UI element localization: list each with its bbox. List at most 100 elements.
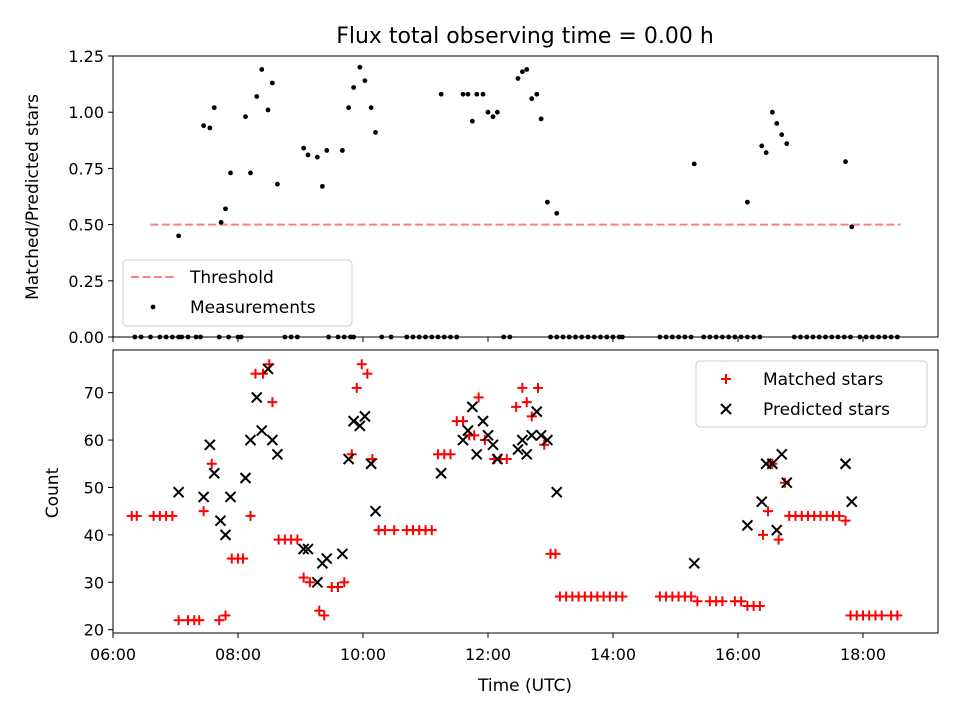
predicted-star-point-b — [482, 429, 494, 442]
matched-star-point — [238, 553, 248, 564]
predicted-star-point-b — [526, 429, 538, 442]
predicted-star-point — [491, 453, 504, 465]
bottom-axes-frame — [112, 349, 939, 634]
predicted-star-point-b — [239, 472, 252, 484]
predicted-star-point-b — [477, 415, 489, 427]
legend-predicted-label: Predicted stars — [763, 400, 890, 420]
matched-star-point — [351, 382, 362, 393]
predicted-star-point-b — [297, 543, 310, 555]
matched-star-point — [511, 401, 522, 412]
predicted-star-point — [781, 477, 793, 489]
matched-star-point — [319, 610, 330, 621]
predicted-star-point — [239, 472, 252, 484]
measurement-point — [774, 121, 780, 126]
measurement-point — [744, 199, 750, 205]
matched-star-point — [173, 615, 184, 626]
top-y-tick-label: 1.25 — [68, 47, 104, 66]
predicted-star-point-b — [214, 514, 227, 527]
predicted-star-point — [208, 467, 220, 479]
top-y-tick-label: 0.00 — [68, 328, 104, 347]
predicted-star-point-b — [541, 434, 554, 446]
measurement-point — [357, 64, 363, 70]
matched-star-point — [356, 359, 367, 370]
predicted-star-point-b — [531, 405, 543, 418]
matched-star-point — [692, 596, 703, 607]
predicted-star-point-b — [321, 552, 333, 565]
matched-star-point — [206, 458, 217, 469]
matched-star-point — [686, 591, 697, 602]
measurement-point — [248, 170, 253, 176]
matched-star-point — [617, 591, 628, 602]
predicted-star-point — [244, 434, 257, 446]
predicted-star-point — [531, 405, 543, 418]
predicted-star-point-b — [224, 491, 237, 503]
measurement-point — [465, 91, 471, 97]
predicted-star-point — [435, 467, 447, 479]
predicted-star-point-b — [256, 424, 268, 437]
bottom-y-tick-label: 30 — [84, 573, 104, 592]
bottom-x-tick-label: 06:00 — [90, 645, 136, 664]
predicted-star-point-b — [512, 443, 524, 456]
predicted-star-point-b — [435, 467, 447, 479]
predicted-star-point — [311, 576, 324, 588]
top-y-tick-label: 0.75 — [68, 159, 104, 178]
predicted-star-point-b — [487, 439, 499, 451]
matched-star-point — [245, 510, 256, 521]
predicted-star-point — [487, 439, 499, 451]
matched-star-point — [214, 615, 225, 626]
legend-matched-label: Matched stars — [763, 370, 883, 390]
predicted-star-point — [365, 458, 377, 470]
predicted-star-point — [204, 439, 216, 451]
top-y-tick-label: 0.50 — [68, 216, 104, 235]
predicted-star-point — [512, 443, 524, 456]
predicted-star-point-b — [551, 486, 563, 498]
predicted-star-point-b — [462, 424, 474, 437]
matched-star-point — [736, 596, 747, 607]
predicted-star-point-b — [251, 391, 263, 404]
measurement-point — [301, 145, 307, 151]
measurement-point — [480, 91, 486, 97]
bottom-legend: Matched stars Predicted stars — [695, 360, 928, 428]
predicted-star-point-b — [535, 429, 547, 442]
bottom-y-tick-label: 60 — [84, 431, 104, 450]
measurement-point — [223, 206, 228, 212]
predicted-star-point-b — [311, 576, 324, 588]
measurement-point — [763, 150, 769, 156]
bottom-y-tick-label: 20 — [84, 621, 104, 640]
bottom-panel: 20 30 40 50 60 70 06:00 08:00 10:00 12:00 14:00 16:… — [43, 349, 939, 696]
legend-predicted-swatch — [720, 403, 732, 415]
predicted-star-point — [197, 491, 210, 503]
predicted-star-point — [688, 557, 700, 570]
matched-star-point — [521, 397, 532, 408]
predicted-star-point-b — [466, 401, 479, 413]
bottom-y-tick-label: 70 — [84, 384, 104, 403]
predicted-star-point — [297, 543, 310, 555]
measurement-point — [460, 91, 466, 97]
predicted-star-point — [776, 448, 788, 460]
matched-star-point — [754, 600, 765, 611]
predicted-star-point — [462, 424, 474, 437]
bottom-x-tick-label: 12:00 — [465, 645, 511, 664]
measurement-point — [469, 118, 475, 124]
predicted-star-point-b — [342, 453, 355, 465]
matched-star-point — [167, 510, 178, 521]
predicted-star-point — [766, 458, 779, 470]
matched-star-point — [834, 510, 845, 521]
predicted-star-point-b — [347, 415, 360, 427]
measurement-point — [515, 76, 521, 81]
legend-matched-swatch — [721, 374, 731, 384]
measurement-point — [362, 78, 368, 84]
predicted-star-point — [172, 486, 185, 498]
predicted-star-point — [359, 410, 371, 423]
predicted-star-point — [541, 434, 554, 446]
matched-star-point — [292, 534, 303, 545]
matched-star-point — [469, 430, 480, 441]
predicted-star-point-b — [688, 557, 700, 570]
top-y-axis-label: Matched/Predicted stars — [23, 94, 43, 300]
measurement-point — [438, 91, 444, 97]
matched-star-point — [389, 525, 400, 536]
measurement-point — [319, 183, 325, 189]
predicted-star-point — [756, 495, 768, 508]
top-y-tick-label: 0.25 — [68, 272, 104, 291]
